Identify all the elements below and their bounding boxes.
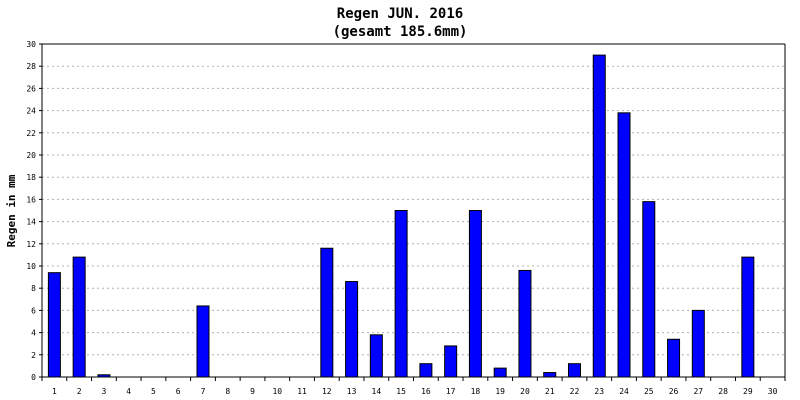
x-tick-label: 19 [495, 387, 505, 396]
x-tick-label: 16 [421, 387, 431, 396]
y-tick-label: 8 [31, 284, 36, 293]
x-tick-label: 13 [347, 387, 357, 396]
bar-day-25 [642, 201, 656, 378]
y-tick-label: 0 [31, 373, 36, 382]
chart-title: Regen JUN. 2016 [337, 6, 463, 22]
bars [47, 54, 755, 378]
bar-day-16 [419, 363, 433, 378]
bar-day-19 [493, 367, 507, 378]
grid-lines [42, 43, 785, 356]
bar-day-22 [567, 363, 581, 378]
y-tick-label: 10 [26, 262, 36, 271]
x-tick-label: 2 [77, 387, 82, 396]
x-tick-label: 6 [176, 387, 181, 396]
bar-day-14 [369, 334, 383, 378]
x-tick-label: 4 [126, 387, 131, 396]
x-tick-label: 7 [201, 387, 206, 396]
x-tick-label: 8 [225, 387, 230, 396]
x-tick-label: 22 [570, 387, 580, 396]
x-tick-label: 14 [372, 387, 382, 396]
y-tick-label: 24 [26, 107, 36, 116]
bar-day-1 [47, 272, 61, 378]
bar-day-13 [345, 281, 359, 378]
x-tick-label: 5 [151, 387, 156, 396]
bar-day-29 [741, 256, 755, 378]
x-tick-label: 26 [669, 387, 679, 396]
x-tick-labels: 1 2 3 4 5 6 7 8 9 10 11 12 13 14 15 16 17 18 19 20 21 22 23 24 2… [41, 377, 786, 396]
y-tick-label: 4 [31, 329, 36, 338]
x-tick-label: 18 [471, 387, 481, 396]
x-tick-label: 21 [545, 387, 555, 396]
axes [41, 43, 786, 378]
y-tick-label: 22 [26, 129, 36, 138]
x-tick-label: 27 [693, 387, 703, 396]
x-tick-label: 12 [322, 387, 332, 396]
x-tick-label: 24 [619, 387, 629, 396]
x-tick-label: 17 [446, 387, 456, 396]
x-tick-label: 23 [594, 387, 604, 396]
y-tick-label: 28 [26, 62, 36, 71]
x-tick-label: 15 [396, 387, 406, 396]
bar-day-15 [394, 210, 408, 378]
y-tick-label: 30 [26, 40, 36, 49]
x-tick-label: 1 [52, 387, 57, 396]
y-tick-label: 26 [26, 84, 36, 93]
bar-day-20 [518, 269, 532, 378]
x-tick-label: 3 [102, 387, 107, 396]
y-tick-label: 20 [26, 151, 36, 160]
x-tick-label: 30 [768, 387, 778, 396]
y-tick-label: 2 [31, 351, 36, 360]
x-tick-label: 20 [520, 387, 530, 396]
bar-day-26 [667, 338, 681, 378]
x-tick-label: 28 [718, 387, 728, 396]
bar-day-24 [617, 112, 631, 378]
x-tick-label: 25 [644, 387, 654, 396]
bar-day-18 [468, 210, 482, 378]
bar-day-27 [691, 309, 705, 378]
x-tick-label: 11 [297, 387, 307, 396]
y-tick-label: 6 [31, 306, 36, 315]
x-tick-label: 9 [250, 387, 255, 396]
y-tick-label: 14 [26, 218, 36, 227]
x-tick-label: 10 [272, 387, 282, 396]
bar-day-21 [543, 372, 557, 378]
bar-day-2 [72, 256, 86, 378]
y-tick-label: 18 [26, 173, 36, 182]
y-tick-label: 16 [26, 195, 36, 204]
x-tick-label: 29 [743, 387, 753, 396]
bar-day-12 [320, 247, 334, 378]
bar-day-17 [444, 345, 458, 378]
bar-day-23 [592, 54, 606, 378]
chart-subtitle: (gesamt 185.6mm) [333, 24, 468, 40]
y-tick-label: 12 [26, 240, 36, 249]
y-axis-label: Regen in mm [5, 174, 18, 247]
bar-day-7 [196, 305, 210, 378]
